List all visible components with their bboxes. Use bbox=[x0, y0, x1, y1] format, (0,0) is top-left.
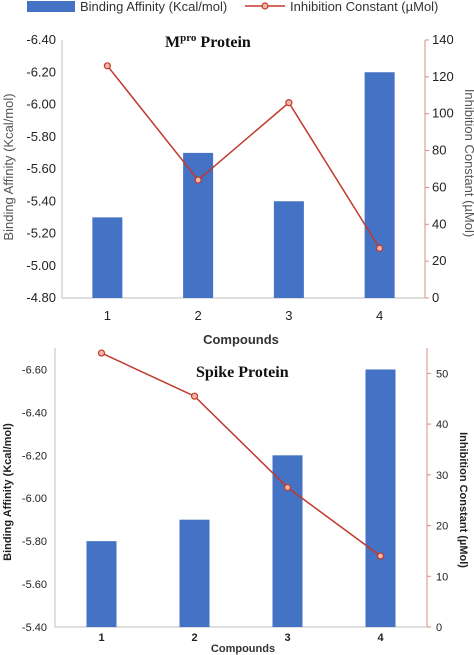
y2-tick-label: 20 bbox=[436, 521, 448, 533]
chart-title-rest: Protein bbox=[196, 34, 250, 51]
legend: Binding Affinity (Kcal/mol) Inhibition C… bbox=[27, 0, 438, 14]
line-point bbox=[376, 552, 385, 560]
y-tick-label: -5.80 bbox=[26, 129, 56, 144]
chart-title-sup: pro bbox=[180, 32, 197, 44]
inhibition-line bbox=[101, 352, 381, 557]
chart-title: Spike Protein bbox=[196, 364, 289, 381]
line-point bbox=[103, 62, 111, 70]
y2-axis-title: Inhibition Constant (µMol) bbox=[462, 89, 474, 237]
y-tick-label: -5.20 bbox=[26, 226, 56, 241]
line-point bbox=[194, 176, 202, 184]
y2-axis-title: Inhibition Constant (µMol) bbox=[457, 432, 469, 568]
y-tick-label: -5.60 bbox=[26, 161, 56, 176]
chart-title-main: M bbox=[165, 34, 180, 51]
y-tick-label: -5.80 bbox=[22, 536, 47, 548]
y-axis-title: Binding Affinity (Kcal/mol) bbox=[1, 93, 16, 240]
bar bbox=[179, 519, 210, 627]
y-tick-label: -6.20 bbox=[22, 450, 47, 462]
bar bbox=[364, 72, 395, 298]
x-tick-label: 3 bbox=[285, 308, 292, 323]
bar bbox=[365, 369, 396, 627]
y-tick-label: -5.40 bbox=[26, 193, 56, 208]
y-tick-label: -5.40 bbox=[22, 622, 47, 634]
x-tick-label: 4 bbox=[377, 632, 384, 644]
inhibition-line bbox=[106, 65, 381, 249]
bar bbox=[272, 455, 303, 627]
legend-line-marker bbox=[261, 2, 269, 10]
y2-tick-label: 0 bbox=[432, 290, 439, 305]
y-tick-label: -5.60 bbox=[22, 579, 47, 591]
y-tick-label: -6.40 bbox=[22, 407, 47, 419]
line-point bbox=[283, 483, 292, 492]
y2-tick-label: 140 bbox=[432, 32, 454, 47]
x-tick-label: 1 bbox=[98, 632, 104, 644]
y-tick-label: -4.80 bbox=[26, 290, 56, 305]
y2-tick-label: 100 bbox=[432, 106, 454, 121]
x-tick-label: 1 bbox=[104, 308, 111, 323]
line-point bbox=[97, 349, 106, 357]
mpro-chart: Mpro Protein Binding Affinity (Kcal/mol)… bbox=[1, 32, 474, 347]
y-tick-label: -6.00 bbox=[22, 493, 47, 505]
x-tick-label: 2 bbox=[191, 632, 197, 644]
y2-tick-label: 20 bbox=[432, 253, 446, 268]
y2-tick-label: 60 bbox=[432, 179, 446, 194]
legend-bar-label: Binding Affinity (Kcal/mol) bbox=[80, 0, 227, 14]
legend-line-label: Inhibition Constant (µMol) bbox=[290, 0, 438, 14]
x-tick-label: 3 bbox=[284, 632, 290, 644]
y2-tick-label: 120 bbox=[432, 69, 454, 84]
y-tick-label: -6.40 bbox=[26, 32, 56, 47]
x-tick-label: 4 bbox=[376, 308, 383, 323]
y2-tick-label: 40 bbox=[432, 216, 446, 231]
x-axis-title: Compounds bbox=[211, 643, 275, 655]
y2-tick-label: 30 bbox=[436, 470, 448, 482]
y-tick-label: -6.60 bbox=[22, 364, 47, 376]
spike-chart: Spike Protein Binding Affinity (Kcal/mol… bbox=[2, 348, 469, 655]
y2-tick-label: 40 bbox=[436, 419, 448, 431]
y2-tick-label: 50 bbox=[436, 368, 448, 380]
x-axis-title: Compounds bbox=[203, 332, 279, 347]
bar bbox=[86, 541, 117, 627]
x-tick-label: 2 bbox=[195, 308, 202, 323]
bar bbox=[273, 201, 304, 298]
y2-tick-label: 80 bbox=[432, 143, 446, 158]
line-point bbox=[190, 392, 199, 400]
line-point bbox=[285, 99, 293, 107]
chart-title-main: Spike Protein bbox=[196, 364, 289, 381]
legend-bar-swatch bbox=[27, 1, 75, 12]
y2-tick-label: 0 bbox=[436, 622, 442, 634]
bar bbox=[183, 152, 214, 298]
y-tick-label: -5.00 bbox=[26, 258, 56, 273]
line-point bbox=[376, 244, 384, 252]
bar bbox=[92, 217, 123, 298]
y-tick-label: -6.20 bbox=[26, 64, 56, 79]
chart-title: Mpro Protein bbox=[165, 32, 251, 51]
y-tick-label: -6.00 bbox=[26, 97, 56, 112]
y2-tick-label: 10 bbox=[436, 571, 448, 583]
y-axis-title: Binding Affinity (Kcal/mol) bbox=[2, 423, 14, 561]
